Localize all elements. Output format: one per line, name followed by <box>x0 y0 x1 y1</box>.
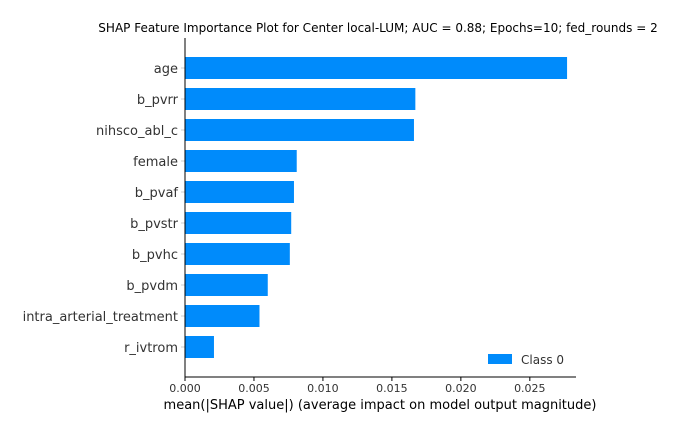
bar-b_pvrr <box>185 88 416 110</box>
category-label-b_pvrr: b_pvrr <box>137 93 179 108</box>
bar-b_pvaf <box>185 181 294 203</box>
category-label-intra_arterial_treatment: intra_arterial_treatment <box>23 310 178 325</box>
category-label-nihsco_abl_c: nihsco_abl_c <box>96 124 178 139</box>
bar-female <box>185 150 297 172</box>
category-label-age: age <box>154 62 178 77</box>
category-label-b_pvaf: b_pvaf <box>135 186 179 201</box>
legend: Class 0 <box>488 353 564 367</box>
category-label-r_ivtrom: r_ivtrom <box>124 341 178 356</box>
x-tick-label: 0.005 <box>238 382 270 395</box>
chart-title: SHAP Feature Importance Plot for Center … <box>98 21 657 35</box>
category-label-b_pvhc: b_pvhc <box>132 248 178 263</box>
x-tick-label: 0.000 <box>169 382 201 395</box>
x-tick-label: 0.020 <box>445 382 477 395</box>
bar-intra_arterial_treatment <box>185 305 260 327</box>
legend-label: Class 0 <box>521 353 564 367</box>
bar-age <box>185 57 568 79</box>
x-tick-label: 0.025 <box>514 382 546 395</box>
category-label-b_pvdm: b_pvdm <box>126 279 178 294</box>
bar-r_ivtrom <box>185 336 214 358</box>
bar-b_pvdm <box>185 274 268 296</box>
bar-b_pvhc <box>185 243 290 265</box>
category-label-b_pvstr: b_pvstr <box>130 217 179 232</box>
x-axis-label: mean(|SHAP value|) (average impact on mo… <box>164 398 597 413</box>
bars-layer <box>185 57 568 358</box>
category-label-female: female <box>133 155 178 170</box>
bar-b_pvstr <box>185 212 292 234</box>
legend-swatch <box>488 354 512 364</box>
x-ticks: 0.000 0.005 0.010 0.015 0.020 0.025 <box>169 377 546 395</box>
x-tick-label: 0.010 <box>307 382 339 395</box>
x-tick-label: 0.015 <box>376 382 408 395</box>
bar-nihsco_abl_c <box>185 119 414 141</box>
